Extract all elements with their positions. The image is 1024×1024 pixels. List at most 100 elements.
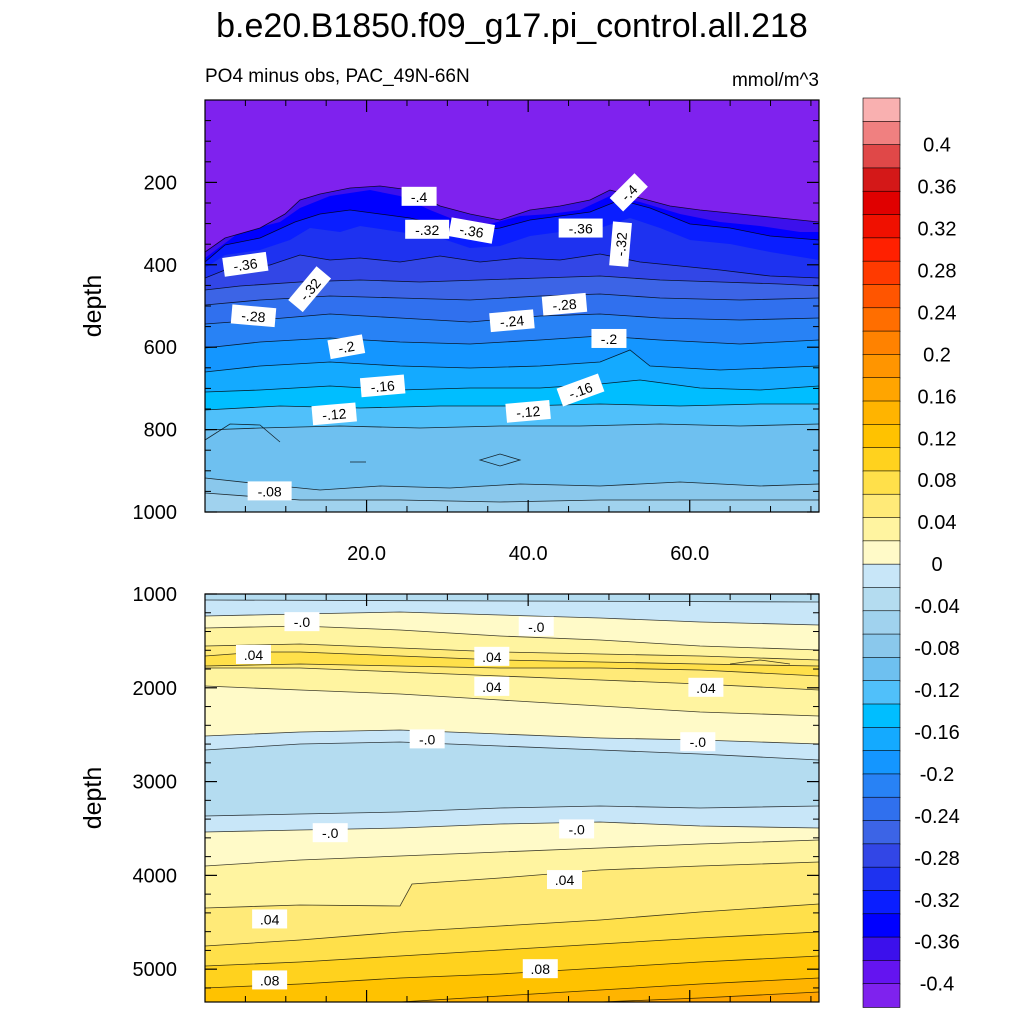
- colorbar-box: [862, 657, 901, 682]
- svg-text:-.0: -.0: [419, 731, 436, 747]
- y-tick-label: 800: [144, 420, 177, 442]
- contour-label: -.0: [409, 729, 445, 749]
- colorbar-box: [862, 563, 901, 589]
- contour-label: -.12: [311, 402, 357, 426]
- x-tick-label: 60.0: [670, 543, 709, 565]
- colorbar-box: [862, 843, 901, 868]
- colorbar-label: 0.16: [918, 386, 957, 408]
- y-tick-label: 1000: [133, 584, 178, 606]
- contour-label: -.4: [609, 173, 648, 212]
- colorbar-box: [862, 377, 901, 402]
- colorbar-label: -0.32: [914, 890, 960, 912]
- svg-text:-.12: -.12: [515, 403, 541, 421]
- contour-label: -.0: [680, 732, 716, 752]
- colorbar-box: [862, 97, 901, 123]
- y-tick-label: 400: [144, 255, 177, 277]
- svg-text:-.36: -.36: [569, 221, 593, 237]
- y-tick-label: 3000: [133, 772, 178, 794]
- contour-label: -.36: [222, 251, 269, 277]
- svg-text:.04: .04: [555, 872, 575, 888]
- colorbar-box: [862, 424, 901, 449]
- contour-label: -.16: [359, 374, 406, 398]
- contour-label: .04: [688, 677, 724, 697]
- colorbar-label: 0.12: [918, 428, 957, 450]
- contour-label: -.0: [312, 823, 348, 843]
- colorbar-box: [862, 307, 901, 332]
- figure-title: b.e20.B1850.f09_g17.pi_control.all.218: [216, 7, 808, 45]
- colorbar-labels: 0.4 0.36 0.32 0.28 0.24 0.2 0.16 0.12 0.08 0.04 0 -…: [914, 135, 960, 996]
- colorbar-box: [862, 167, 901, 193]
- contour-label: -.28: [541, 292, 588, 316]
- colorbar-box: [862, 540, 901, 565]
- svg-text:-.0: -.0: [528, 619, 545, 635]
- svg-text:-.12: -.12: [322, 405, 348, 423]
- y-tick-label: 4000: [133, 865, 178, 887]
- y-tick-label: 600: [144, 337, 177, 359]
- colorbar-label: 0.04: [918, 512, 957, 534]
- colorbar-box: [862, 214, 901, 239]
- contour-label: .04: [252, 909, 288, 929]
- colorbar-box: [862, 773, 901, 799]
- colorbar-label: 0.4: [923, 135, 951, 157]
- svg-text:-.0: -.0: [322, 825, 339, 841]
- colorbar-box: [862, 400, 901, 426]
- contour-label: .08: [522, 959, 558, 979]
- svg-text:-.0: -.0: [294, 614, 311, 630]
- svg-text:-.32: -.32: [612, 231, 630, 257]
- contour-label: .04: [474, 646, 510, 666]
- colorbar-box: [862, 866, 901, 892]
- colorbar-box: [862, 121, 901, 146]
- colorbar-label: 0.24: [918, 302, 957, 324]
- colorbar-box: [862, 447, 901, 472]
- svg-text:-.28: -.28: [241, 307, 267, 325]
- lower-panel: depth 1000 2000 3000 4000 5000 -.0 -.0 .04 .04.…: [79, 584, 820, 1003]
- colorbar-box: [862, 727, 901, 752]
- svg-text:-.2: -.2: [601, 331, 618, 347]
- svg-text:.08: .08: [260, 972, 280, 988]
- colorbar-box: [862, 750, 901, 775]
- lower-contour-labels: -.0 -.0 .04 .04 .04 .04 -.0 -.0 -.0 -.0 .04 .04 .08.…: [235, 612, 724, 990]
- upper-x-tick-labels: 20.0 40.0 60.0: [347, 543, 709, 565]
- colorbar-label: -0.36: [914, 932, 960, 954]
- lower-plot-frame: [204, 593, 820, 1003]
- colorbar-label: 0.28: [918, 260, 957, 282]
- upper-contour-fill: [205, 100, 819, 512]
- colorbar-box: [862, 354, 901, 379]
- y-tick-label: 5000: [133, 959, 178, 981]
- colorbar-label: 0.2: [923, 344, 951, 366]
- contour-label: .08: [252, 970, 288, 990]
- contour-label: -.12: [505, 400, 551, 423]
- svg-text:-.36: -.36: [232, 255, 258, 274]
- colorbar-label: 0.08: [918, 470, 957, 492]
- contour-label: -.32: [288, 266, 332, 313]
- svg-text:-.32: -.32: [415, 222, 439, 238]
- svg-text:.04: .04: [696, 680, 716, 696]
- svg-text:.04: .04: [482, 649, 502, 665]
- contour-label: .04: [474, 676, 510, 696]
- contour-label: -.36: [448, 217, 496, 244]
- svg-text:-.16: -.16: [370, 377, 396, 395]
- lower-contour-fill: [205, 594, 819, 1002]
- svg-text:-.0: -.0: [568, 821, 585, 837]
- svg-text:.04: .04: [244, 647, 264, 663]
- colorbar-label: -0.04: [914, 596, 960, 618]
- colorbar-box: [862, 680, 901, 705]
- y-tick-label: 2000: [133, 678, 178, 700]
- colorbar-box: [862, 470, 901, 496]
- x-tick-label: 40.0: [509, 543, 548, 565]
- colorbar-box: [862, 703, 901, 729]
- contour-label: -.36: [558, 218, 603, 238]
- colorbar-box: [862, 983, 901, 1008]
- colorbar-box: [862, 493, 901, 519]
- upper-panel: PO4 minus obs, PAC_49N-66N mmol/m^3: [79, 66, 820, 565]
- contour-label: -.0: [284, 612, 320, 632]
- contour-label: -.24: [489, 309, 535, 333]
- colorbar-label: -0.24: [914, 806, 960, 828]
- colorbar-box: [862, 260, 901, 286]
- colorbar-box: [862, 587, 901, 612]
- upper-contour-labels: -.4 -.4 -.32 -.36 -.36 -.32 -.36 -.32 -.28 -.28 -.…: [222, 173, 648, 501]
- colorbar-label: 0.32: [918, 219, 957, 241]
- y-tick-label: 1000: [133, 502, 178, 524]
- colorbar-box: [862, 517, 901, 542]
